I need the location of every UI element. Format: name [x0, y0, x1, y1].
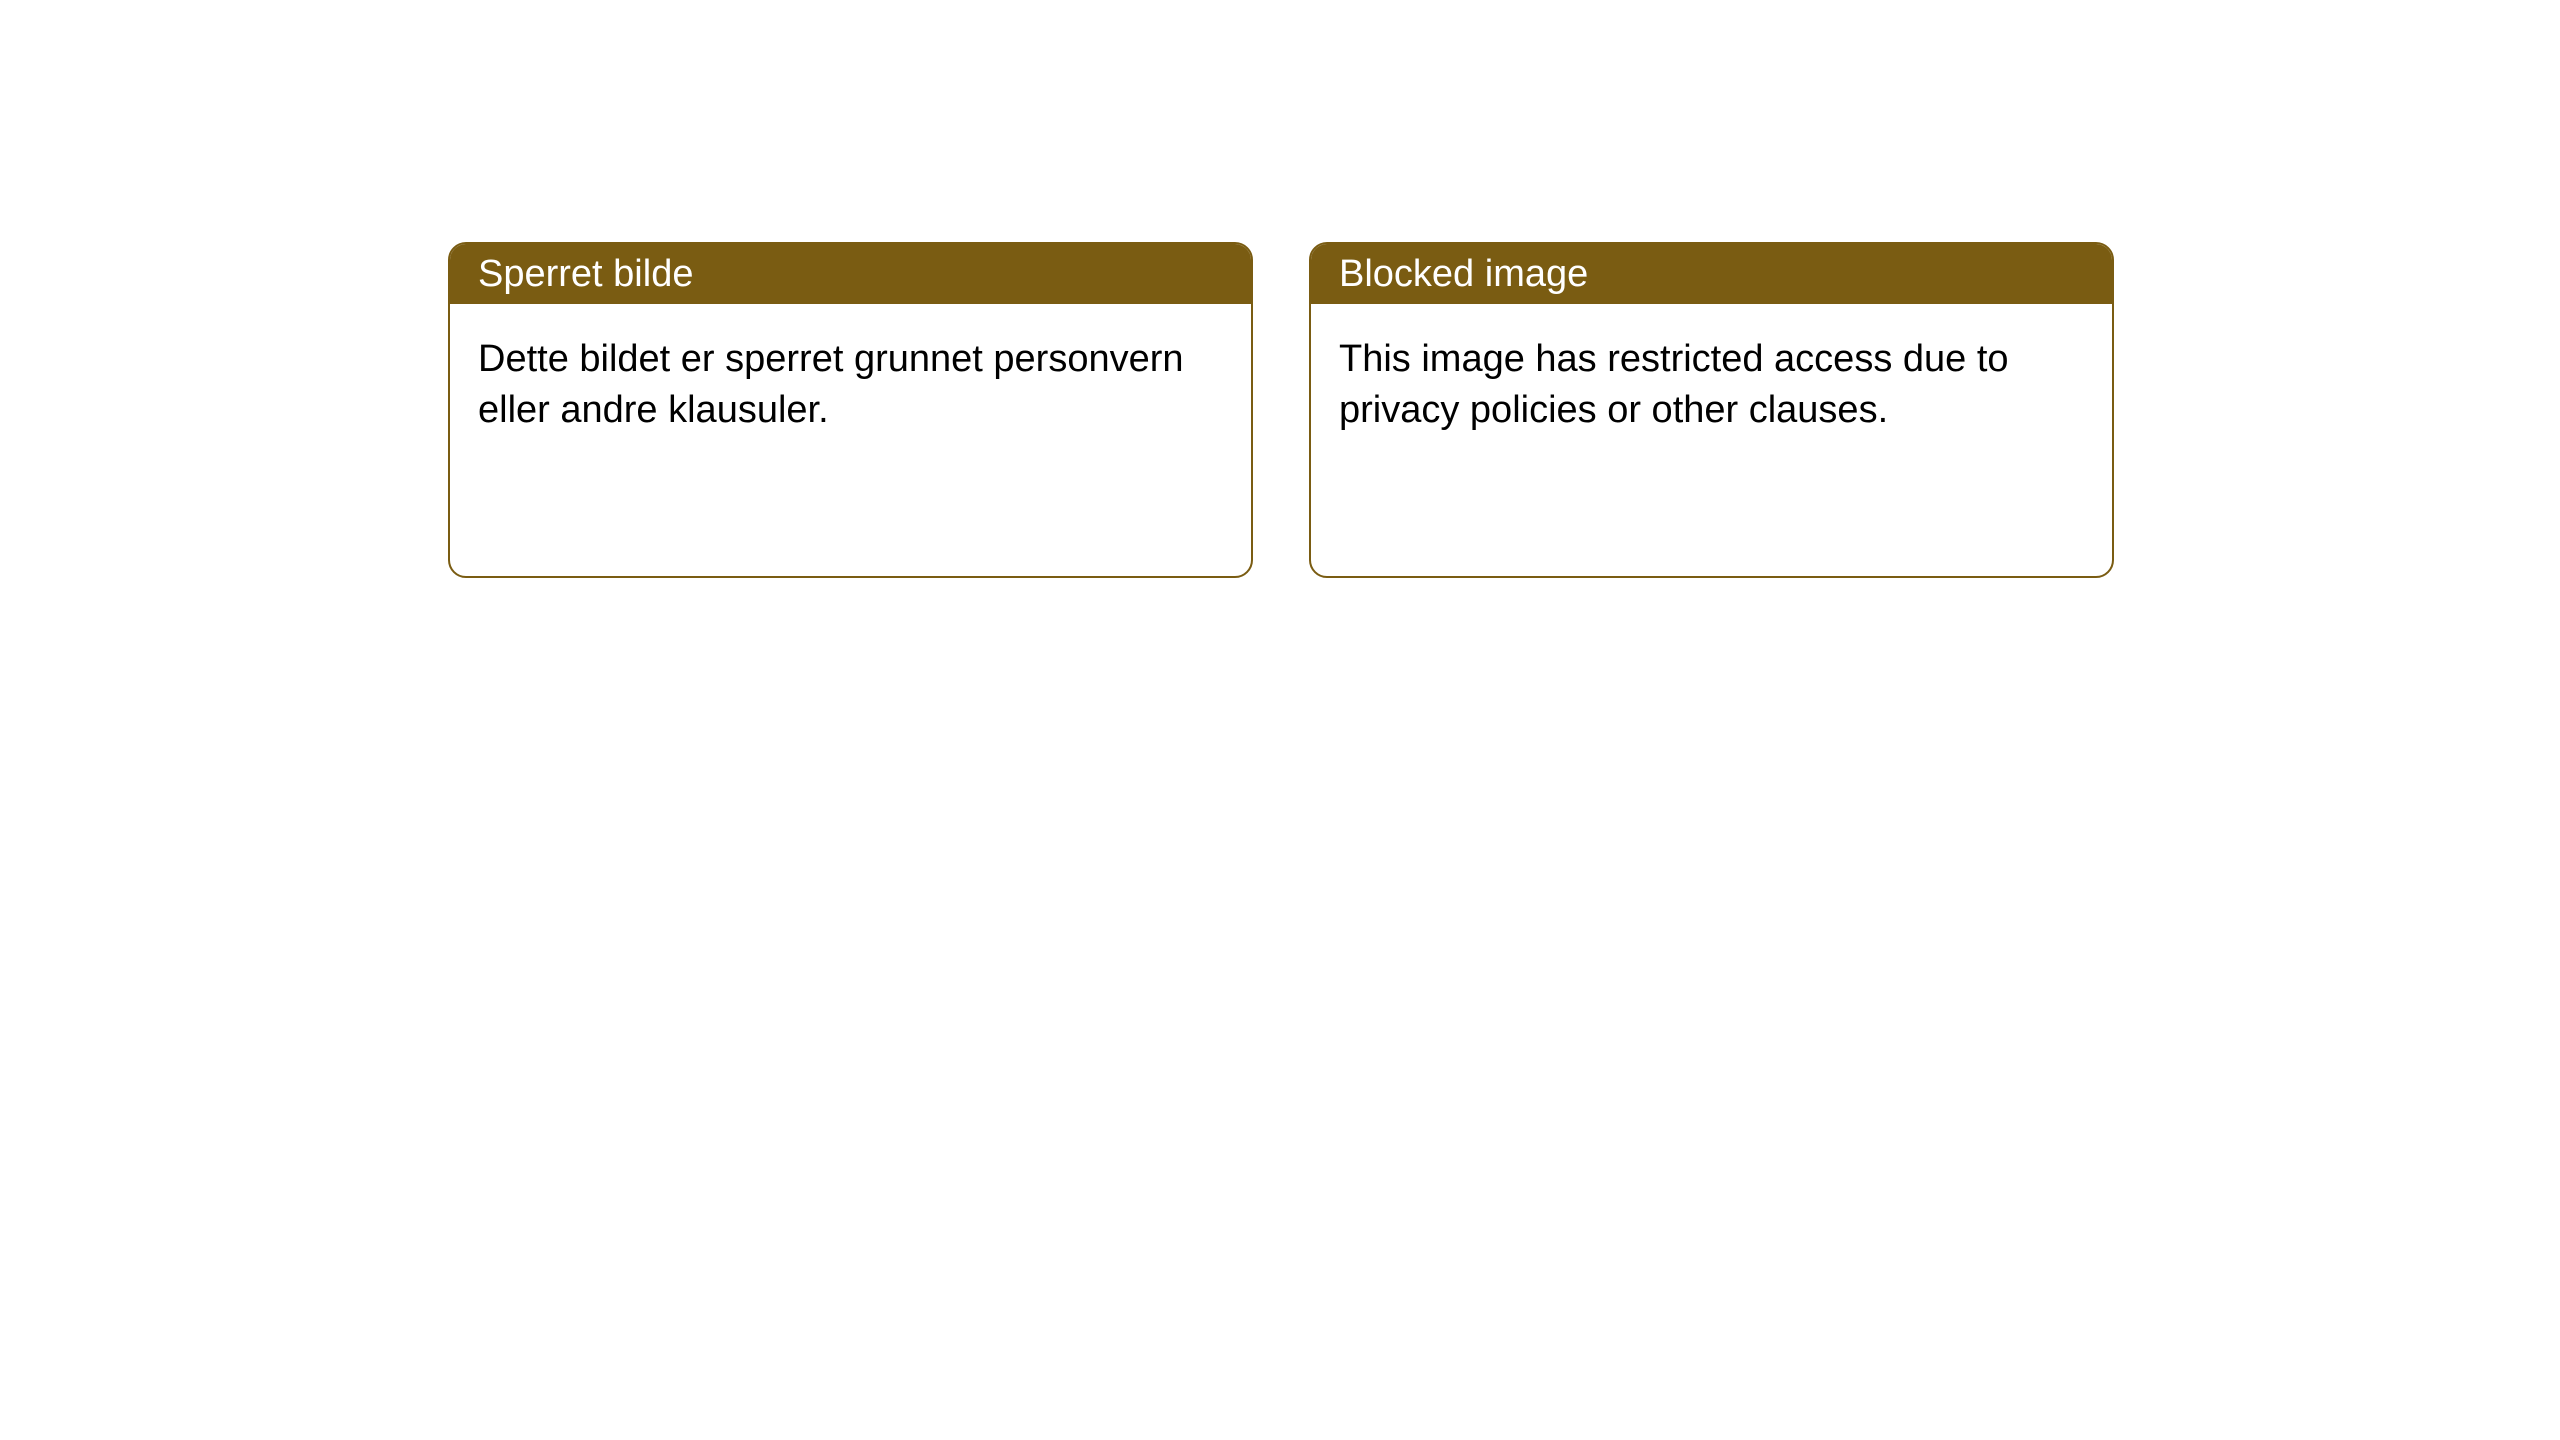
card-title: Sperret bilde — [478, 253, 693, 296]
notice-container: Sperret bilde Dette bildet er sperret gr… — [0, 0, 2560, 578]
notice-card-english: Blocked image This image has restricted … — [1309, 242, 2114, 578]
card-header: Blocked image — [1311, 244, 2112, 304]
card-body-text: This image has restricted access due to … — [1339, 338, 2009, 431]
card-body: This image has restricted access due to … — [1311, 304, 2112, 467]
card-title: Blocked image — [1339, 253, 1588, 296]
notice-card-norwegian: Sperret bilde Dette bildet er sperret gr… — [448, 242, 1253, 578]
card-body: Dette bildet er sperret grunnet personve… — [450, 304, 1251, 467]
card-body-text: Dette bildet er sperret grunnet personve… — [478, 338, 1184, 431]
card-header: Sperret bilde — [450, 244, 1251, 304]
